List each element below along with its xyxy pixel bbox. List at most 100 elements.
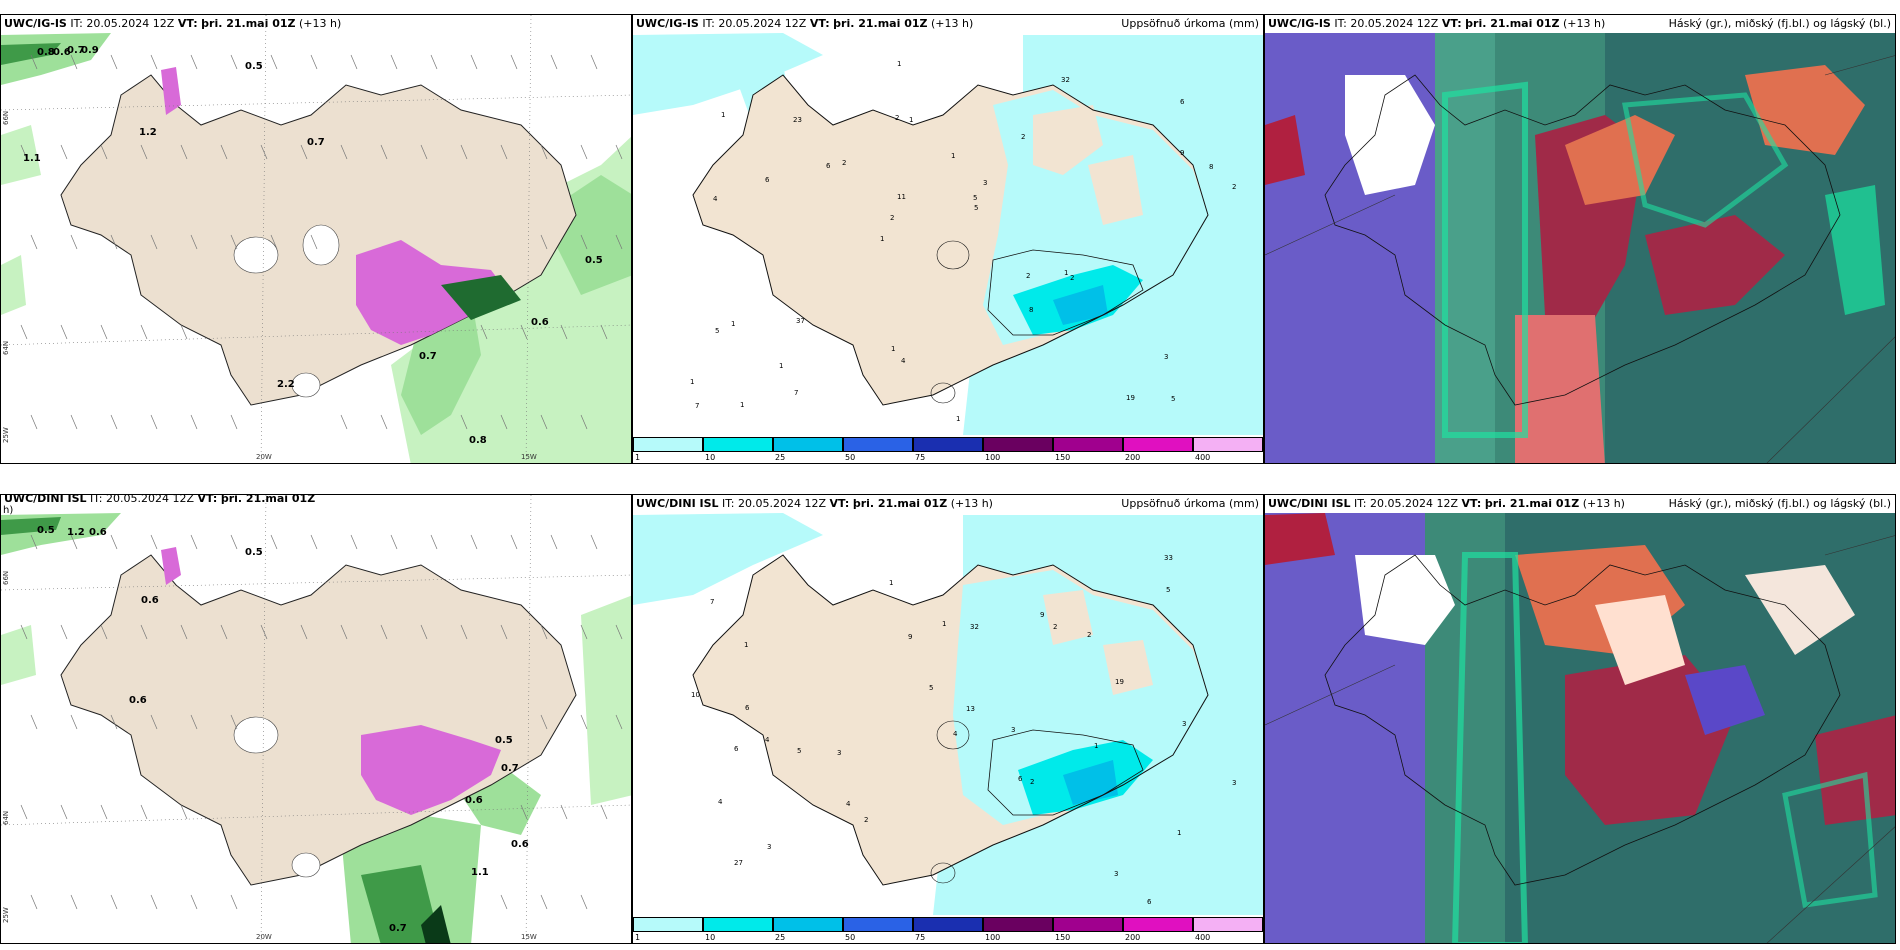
field-title: Háský (gr.), miðský (fj.bl.) og lágský (… (1668, 497, 1891, 510)
station-precip-value: 1 (1094, 742, 1099, 750)
station-precip-value: 2 (1070, 274, 1075, 282)
station-precip-value: 32 (1061, 76, 1070, 84)
colorbar-swatch (983, 917, 1053, 932)
station-precip-value: 23 (793, 116, 802, 124)
model-name: UWC/IG-IS (636, 17, 699, 30)
station-precip-value: 6 (1147, 898, 1152, 906)
station-precip-value: 7 (695, 402, 700, 410)
colorbar-tick-label: 10 (705, 933, 716, 942)
lat-label: 64N (2, 340, 10, 355)
colorbar-tick-label: 200 (1125, 453, 1141, 462)
station-precip-value: 1 (1064, 269, 1069, 277)
station-precip-value: 6 (745, 704, 750, 712)
station-precip-value: 3 (1232, 779, 1237, 787)
station-precip-value: 1 (880, 235, 885, 243)
station-precip-value: 19 (1126, 394, 1135, 402)
station-precip-value: 2 (1053, 623, 1058, 631)
station-precip-value: 1 (897, 60, 902, 68)
model-name: UWC/DINI ISL (1268, 497, 1351, 510)
precip-label: 1.2 (67, 527, 85, 538)
precip-label: 0.6 (141, 595, 159, 606)
station-precip-value: 33 (1164, 554, 1173, 562)
init-time: IT: 20.05.2024 12Z (1354, 497, 1459, 510)
model-name: UWC/DINI ISL (4, 494, 87, 505)
init-time: IT: 20.05.2024 12Z (722, 497, 827, 510)
station-precip-value: 9 (908, 633, 913, 641)
valid-time: þri. 21.mai 01Z (833, 17, 928, 30)
colorbar-tick-label: 200 (1125, 933, 1141, 942)
station-precip-value: 9 (1180, 149, 1185, 157)
station-precip-value: 4 (718, 798, 723, 806)
precip-label: 0.6 (465, 795, 483, 806)
panel-header: UWC/IG-IS IT: 20.05.2024 12Z VT: þri. 21… (1, 15, 631, 33)
lat-label: 25W (2, 907, 10, 923)
station-precip-value: 3 (1182, 720, 1187, 728)
station-precip-value: 6 (1180, 98, 1185, 106)
cloud-cover-map (1265, 15, 1895, 463)
station-precip-value: 2 (1021, 133, 1026, 141)
panel-header: UWC/DINI ISL IT: 20.05.2024 12Z VT: þri.… (633, 495, 1263, 513)
station-precip-value: 2 (1026, 272, 1031, 280)
panel-header: UWC/DINI ISL IT: 20.05.2024 12Z VT: þri.… (1, 494, 631, 508)
colorbar-swatch (703, 437, 773, 452)
station-precip-value: 1 (1177, 829, 1182, 837)
colorbar-swatch (1193, 917, 1263, 932)
precip-label: 0.7 (307, 137, 325, 148)
lead-time: (+13 h) (950, 497, 993, 510)
colorbar-tick-label: 1 (635, 453, 641, 462)
station-precip-value: 13 (966, 705, 975, 713)
valid-time: þri. 21.mai 01Z (1484, 497, 1580, 510)
colorbar-swatch (773, 437, 843, 452)
colorbar-tick-label: 50 (845, 453, 856, 462)
precip-label: 0.8 (37, 47, 55, 58)
station-precip-value: 3 (1164, 353, 1169, 361)
panel-top-middle-precip-map: UWC/IG-IS IT: 20.05.2024 12Z VT: þri. 21… (632, 14, 1264, 464)
station-precip-value: 1 (744, 641, 749, 649)
panel-header: UWC/IG-IS IT: 20.05.2024 12Z VT: þri. 21… (1265, 15, 1895, 33)
lead-time: (+13 h) (1563, 17, 1606, 30)
precip-label: 0.7 (419, 351, 437, 362)
station-precip-value: 2 (895, 114, 900, 122)
wind-precip-map (1, 495, 631, 943)
valid-label: VT: (829, 497, 850, 510)
colorbar-tick-label: 25 (775, 453, 786, 462)
station-precip-value: 5 (974, 204, 979, 212)
station-precip-value: 11 (897, 193, 906, 201)
station-precip-value: 1 (731, 320, 736, 328)
station-precip-value: 4 (901, 357, 906, 365)
colorbar-swatch (773, 917, 843, 932)
station-precip-value: 5 (1166, 586, 1171, 594)
station-precip-value: 3 (1011, 726, 1016, 734)
panel-bottom-right-cloud-map: UWC/DINI ISL IT: 20.05.2024 12Z VT: þri.… (1264, 494, 1896, 944)
colorbar-tick-label: 400 (1195, 453, 1211, 462)
colorbar-tick-label: 75 (915, 933, 926, 942)
station-precip-value: 1 (721, 111, 726, 119)
station-precip-value: 2 (842, 159, 847, 167)
station-precip-value: 6 (765, 176, 770, 184)
valid-label: VT: (809, 17, 830, 30)
precip-colorbar: 1 10 25 50 75 100 150 200 400 (633, 435, 1263, 463)
valid-label: VT: (177, 17, 198, 30)
precip-label: 0.6 (89, 527, 107, 538)
lat-label: 66N (2, 570, 10, 585)
precip-label: 1.2 (139, 127, 157, 138)
precip-label: 0.5 (37, 525, 55, 536)
station-precip-value: 1 (740, 401, 745, 409)
station-precip-value: 1 (779, 362, 784, 370)
lat-label: 25W (2, 427, 10, 443)
station-precip-value: 32 (970, 623, 979, 631)
field-title: Uppsöfnuð úrkoma (mm) (1121, 497, 1259, 510)
init-time: IT: 20.05.2024 12Z (1334, 17, 1439, 30)
panel-bottom-left-wind-map: UWC/DINI ISL IT: 20.05.2024 12Z VT: þri.… (0, 494, 632, 944)
station-precip-value: 2 (1232, 183, 1237, 191)
station-precip-value: 19 (1115, 678, 1124, 686)
station-precip-value: 5 (797, 747, 802, 755)
colorbar-tick-label: 400 (1195, 933, 1211, 942)
panel-header: UWC/DINI ISL IT: 20.05.2024 12Z VT: þri.… (1265, 495, 1895, 513)
accumulated-precip-map (633, 495, 1263, 943)
station-precip-value: 6 (1018, 775, 1023, 783)
station-precip-value: 1 (690, 378, 695, 386)
colorbar-swatch (1123, 917, 1193, 932)
station-precip-value: 3 (767, 843, 772, 851)
precip-label: 0.5 (495, 735, 513, 746)
